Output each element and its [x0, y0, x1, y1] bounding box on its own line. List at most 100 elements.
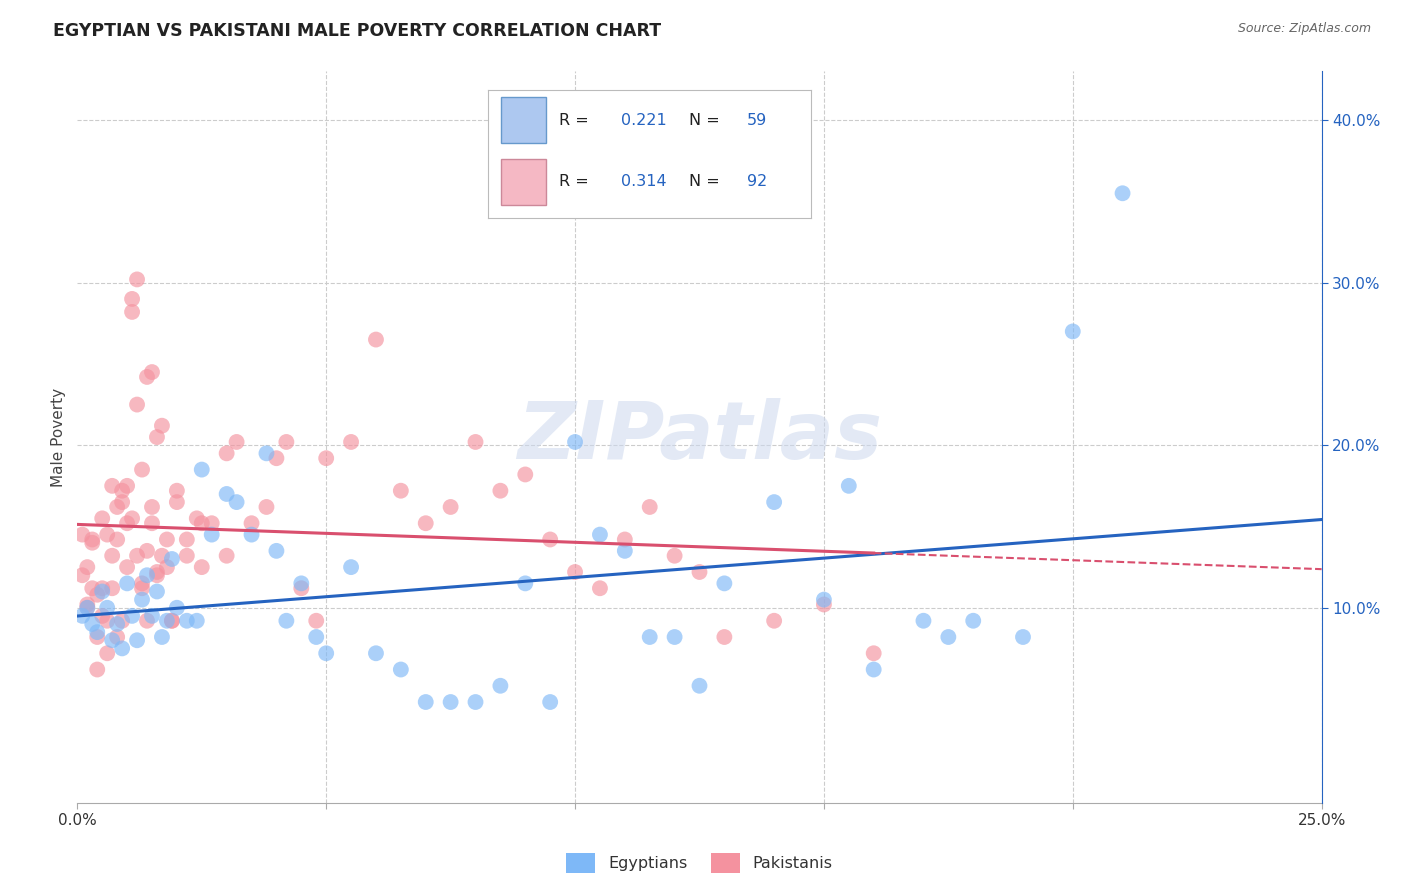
Point [813, 592, 835, 607]
Point [141, 608, 163, 623]
Point [131, 462, 153, 476]
Point [160, 614, 183, 628]
Point [91, 511, 114, 525]
Point [160, 614, 183, 628]
Point [1062, 325, 1084, 339]
Point [938, 630, 960, 644]
Point [105, 533, 128, 547]
Point [256, 446, 278, 460]
Point [76, 600, 98, 615]
Point [191, 516, 214, 531]
Point [136, 370, 159, 384]
Point [121, 305, 143, 319]
Point [713, 576, 735, 591]
Point [121, 511, 143, 525]
Point [763, 495, 786, 509]
Point [86, 588, 108, 602]
Point [290, 576, 312, 591]
Point [111, 495, 134, 509]
Point [440, 500, 463, 514]
Point [862, 663, 884, 677]
Point [91, 608, 114, 623]
Point [111, 641, 134, 656]
Point [131, 581, 153, 595]
Point [82, 581, 104, 595]
Point [115, 479, 138, 493]
Point [96, 614, 118, 628]
Text: EGYPTIAN VS PAKISTANI MALE POVERTY CORRELATION CHART: EGYPTIAN VS PAKISTANI MALE POVERTY CORRE… [53, 22, 662, 40]
Point [638, 630, 661, 644]
Point [146, 430, 169, 444]
Point [156, 533, 179, 547]
Point [315, 646, 337, 660]
Point [290, 581, 312, 595]
Point [1111, 186, 1133, 201]
Point [364, 646, 387, 660]
Point [415, 695, 437, 709]
Point [266, 451, 288, 466]
Point [305, 630, 328, 644]
Point [166, 483, 188, 498]
Y-axis label: Male Poverty: Male Poverty [51, 387, 66, 487]
Point [613, 533, 636, 547]
Point [364, 333, 387, 347]
Point [713, 630, 735, 644]
Point [125, 398, 148, 412]
Point [489, 679, 512, 693]
Point [141, 516, 163, 531]
Point [86, 663, 108, 677]
Point [176, 549, 198, 563]
Point [464, 434, 486, 449]
Point [589, 527, 612, 541]
Point [121, 292, 143, 306]
Point [215, 446, 238, 460]
Point [125, 272, 148, 286]
Point [763, 614, 786, 628]
Point [912, 614, 935, 628]
Point [150, 630, 173, 644]
Point [76, 560, 98, 574]
Point [141, 365, 163, 379]
Point [613, 544, 636, 558]
Point [240, 516, 263, 531]
Point [72, 608, 94, 623]
Point [191, 462, 214, 476]
Point [166, 600, 188, 615]
Point [564, 565, 586, 579]
Point [156, 614, 179, 628]
Point [538, 533, 561, 547]
Point [276, 614, 298, 628]
Point [121, 608, 143, 623]
Point [136, 544, 159, 558]
Point [664, 630, 686, 644]
Point [86, 630, 108, 644]
Point [125, 633, 148, 648]
Point [464, 695, 486, 709]
Point [101, 549, 124, 563]
Point [538, 695, 561, 709]
Point [141, 500, 163, 514]
Point [96, 646, 118, 660]
Point [82, 533, 104, 547]
Point [160, 552, 183, 566]
Point [440, 695, 463, 709]
Point [191, 560, 214, 574]
Point [111, 614, 134, 628]
Point [111, 483, 134, 498]
Point [96, 600, 118, 615]
Point [266, 544, 288, 558]
Point [82, 535, 104, 549]
Point [186, 614, 208, 628]
Point [96, 527, 118, 541]
Point [515, 576, 537, 591]
Point [105, 500, 128, 514]
Point [315, 451, 337, 466]
Point [962, 614, 984, 628]
Point [664, 549, 686, 563]
Point [340, 560, 363, 574]
Point [305, 614, 328, 628]
Point [146, 565, 169, 579]
Point [838, 479, 860, 493]
Text: Source: ZipAtlas.com: Source: ZipAtlas.com [1237, 22, 1371, 36]
Point [82, 617, 104, 632]
